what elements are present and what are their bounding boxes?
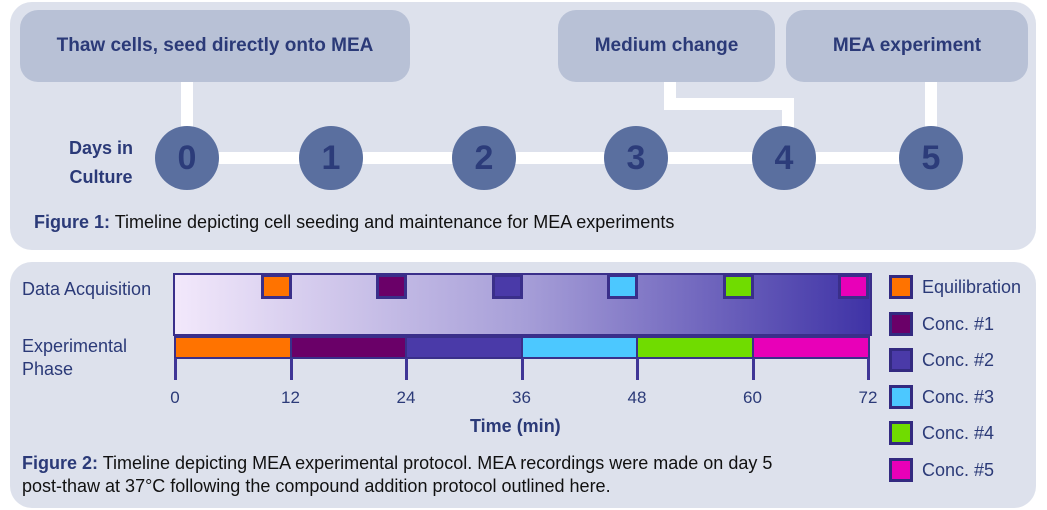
day-0: 0: [155, 126, 219, 190]
figure-2-caption: Figure 2: Timeline depicting MEA experim…: [22, 452, 772, 498]
medium-change-box: Medium change: [558, 10, 775, 82]
days-label: Days in Culture: [55, 134, 147, 192]
phase-label-line: Phase: [22, 359, 74, 379]
tick-label: 24: [396, 388, 416, 407]
phase-bar-2: [405, 336, 524, 359]
caption-text: Timeline depicting cell seeding and main…: [110, 212, 675, 232]
day-1: 1: [299, 126, 363, 190]
acquisition-marker-2: [491, 274, 523, 299]
tick-label: 36: [512, 388, 531, 407]
tick-label: 12: [281, 388, 300, 407]
acquisition-marker-4: [722, 274, 754, 299]
caption-label: Figure 2:: [22, 453, 99, 473]
day-5: 5: [899, 126, 963, 190]
legend-swatch: [889, 421, 913, 445]
caption-text: Timeline depicting MEA experimental prot…: [98, 453, 773, 473]
phase-bar-1: [289, 336, 408, 359]
tick-mark: [405, 358, 408, 380]
tick-mark: [636, 358, 639, 380]
day-3: 3: [604, 126, 668, 190]
timeline-line: [188, 152, 933, 164]
phase-label: Experimental Phase: [22, 335, 127, 381]
acquisition-marker-1: [376, 274, 407, 299]
tick-label: 48: [627, 388, 647, 407]
legend-swatch: [889, 311, 913, 336]
days-label-line: Culture: [69, 167, 133, 187]
tick-mark: [174, 358, 177, 380]
tick-mark: [520, 358, 524, 380]
acquisition-marker-5: [838, 274, 869, 299]
legend-swatch: [889, 457, 913, 482]
acquisition-marker-3: [607, 274, 638, 299]
thaw-box: Thaw cells, seed directly onto MEA: [20, 10, 410, 82]
phase-bar-3: [520, 336, 639, 359]
figure-1-caption: Figure 1: Timeline depicting cell seedin…: [34, 212, 674, 233]
tick-label: 60: [743, 388, 762, 407]
acquisition-marker-0: [260, 274, 292, 299]
legend-label: Conc. #2: [922, 350, 995, 370]
legend-swatch: [889, 384, 913, 409]
x-axis-label: Time (min): [470, 416, 561, 436]
tick-label: 0: [170, 388, 180, 407]
legend-label: Conc. #5: [922, 459, 995, 480]
legend-label: Conc. #4: [922, 423, 995, 443]
tick-label: 72: [858, 388, 878, 407]
mea-experiment-box: MEA experiment: [786, 10, 1028, 82]
day-2: 2: [452, 126, 516, 190]
legend-swatch: [889, 275, 913, 299]
caption-label: Figure 1:: [34, 212, 111, 232]
tick-mark: [867, 358, 870, 380]
day-4: 4: [752, 126, 816, 190]
legend-swatch: [889, 348, 913, 372]
phase-bar-4: [636, 336, 755, 359]
connector: [664, 98, 794, 110]
tick-mark: [751, 358, 755, 380]
legend-label: Conc. #1: [922, 313, 995, 334]
caption-text: post-thaw at 37°C following the compound…: [22, 476, 611, 496]
acquisition-label: Data Acquisition: [22, 279, 152, 299]
phase-bar-5: [751, 336, 870, 359]
tick-mark: [289, 358, 293, 380]
legend-label: Conc. #3: [922, 386, 995, 407]
phase-bar-0: [174, 336, 293, 359]
legend-label: Equilibration: [922, 277, 1022, 297]
days-label-line: Days in: [68, 138, 134, 158]
phase-label-line: Experimental: [22, 336, 128, 356]
